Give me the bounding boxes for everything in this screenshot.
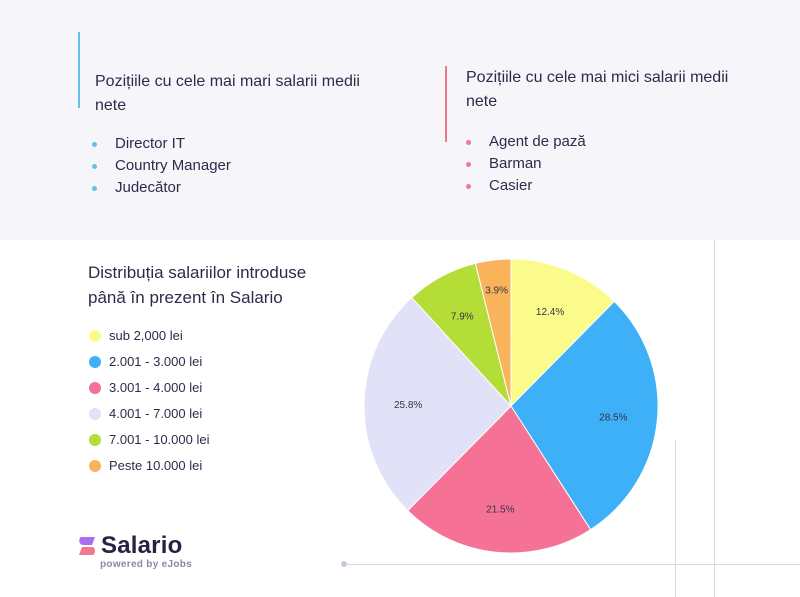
list-item: Barman [466, 153, 586, 175]
list-item-label: Director IT [115, 135, 186, 152]
pie-slice-label: 21.5% [486, 504, 514, 515]
legend-label: 4.001 - 7.000 lei [109, 406, 203, 421]
legend-swatch [89, 434, 101, 446]
list-item-label: Agent de pază [489, 133, 586, 150]
decor-line-vertical [675, 440, 676, 597]
legend-item: Peste 10.000 lei [89, 457, 209, 483]
lowest-salaries-title: Pozițiile cu cele mai mici salarii medii… [466, 69, 729, 110]
bullet-dot-icon [92, 164, 97, 169]
pie-slice-label: 12.4% [536, 307, 564, 318]
brand-tagline: powered by eJobs [100, 559, 193, 570]
legend-item: 4.001 - 7.000 lei [89, 405, 209, 431]
list-item: Director IT [92, 133, 231, 155]
highest-accent-bar [78, 32, 80, 108]
bullet-dot-icon [92, 142, 97, 147]
pie-slice-label: 28.5% [599, 413, 627, 424]
bullet-dot-icon [92, 186, 97, 191]
decor-line-horizontal [344, 564, 800, 565]
lowest-accent-bar [445, 66, 447, 142]
bullet-dot-icon [466, 184, 471, 189]
pie-slice [510, 258, 615, 408]
distribution-title: Distribuția salariilor introduse până în… [88, 263, 307, 307]
pie-slice [407, 405, 592, 554]
legend-label: Peste 10.000 lei [109, 458, 203, 473]
brand-name: Salario [101, 532, 183, 559]
legend-label: 3.001 - 4.000 lei [109, 380, 203, 395]
decor-line-vertical [714, 240, 715, 597]
legend-label: sub 2,000 lei [109, 328, 183, 343]
legend-item: 3.001 - 4.000 lei [89, 379, 209, 405]
pie-slice [510, 300, 659, 531]
highest-salaries-list: Director IT Country Manager Judecător [92, 133, 231, 199]
pie-slice-label: 7.9% [451, 311, 474, 322]
legend-item: 2.001 - 3.000 lei [89, 353, 209, 379]
bullet-dot-icon [466, 162, 471, 167]
chart-legend: sub 2,000 lei 2.001 - 3.000 lei 3.001 - … [89, 327, 209, 483]
list-item-label: Barman [489, 155, 542, 172]
pie-slice-label: 3.9% [485, 285, 508, 296]
list-item: Judecător [92, 177, 231, 199]
legend-label: 2.001 - 3.000 lei [109, 354, 203, 369]
list-item-label: Casier [489, 177, 533, 194]
highest-salaries-title: Pozițiile cu cele mai mari salarii medii… [95, 73, 360, 114]
legend-label: 7.001 - 10.000 lei [109, 432, 210, 447]
legend-swatch [89, 460, 101, 472]
list-item: Agent de pază [466, 131, 586, 153]
salary-pie-chart: 12.4% 28.5% 21.5% 25.8% 7.9% 3.9% [363, 258, 659, 554]
list-item: Country Manager [92, 155, 231, 177]
legend-swatch [89, 356, 101, 368]
legend-swatch [89, 408, 101, 420]
list-item-label: Country Manager [115, 157, 231, 174]
legend-item: sub 2,000 lei [89, 327, 209, 353]
legend-swatch [89, 382, 101, 394]
list-item: Casier [466, 175, 586, 197]
legend-swatch [89, 330, 101, 342]
pie-slice-label: 25.8% [394, 400, 422, 411]
salario-s-logo-icon [79, 537, 95, 555]
top-panel [0, 0, 800, 240]
pie-slice [474, 258, 512, 407]
list-item-label: Judecător [115, 179, 181, 196]
pie-slice [363, 296, 512, 512]
lowest-salaries-list: Agent de pază Barman Casier [466, 131, 586, 197]
decor-dot [341, 561, 347, 567]
bullet-dot-icon [466, 140, 471, 145]
legend-item: 7.001 - 10.000 lei [89, 431, 209, 457]
